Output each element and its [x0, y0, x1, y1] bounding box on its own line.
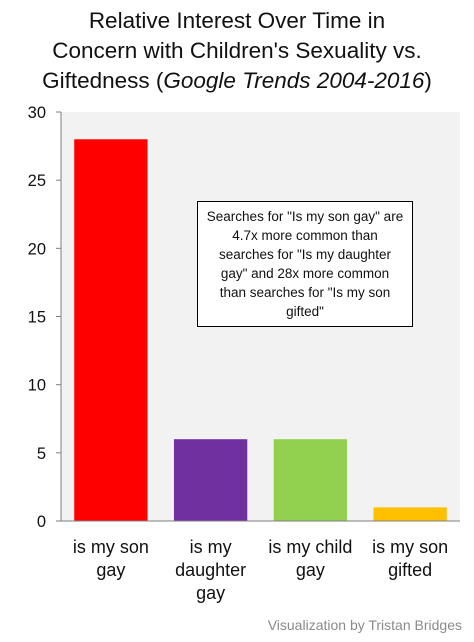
- y-tick-label: 30: [28, 104, 46, 122]
- y-tick-label: 5: [37, 445, 46, 463]
- y-tick-label: 20: [28, 240, 46, 258]
- chart-title-suffix: ): [424, 68, 432, 93]
- annotation-text: Searches for "Is my son gay" are 4.7x mo…: [206, 209, 404, 319]
- x-tick-label: is my child gay: [268, 537, 352, 580]
- y-tick-label: 0: [37, 513, 46, 531]
- credit-text: Visualization by Tristan Bridges: [267, 617, 462, 633]
- annotation-box: Searches for "Is my son gay" are 4.7x mo…: [197, 201, 413, 327]
- bar: [373, 507, 447, 521]
- x-tick-label: is my daughter gay: [175, 537, 246, 603]
- bar: [273, 439, 348, 521]
- y-tick-label: 25: [28, 172, 46, 190]
- x-tick-label: is my son gifted: [372, 537, 448, 580]
- y-tick-label: 15: [28, 309, 46, 327]
- y-tick-label: 10: [28, 377, 46, 395]
- chart-title-prefix: Giftedness (: [42, 68, 164, 93]
- chart-title-line-2: Concern with Children's Sexuality vs.: [52, 38, 422, 63]
- bar: [173, 439, 248, 521]
- chart-title-line-1: Relative Interest Over Time in: [88, 8, 386, 33]
- bar: [74, 139, 148, 521]
- chart-title-line-3: Giftedness (Google Trends 2004-2016): [0, 66, 474, 96]
- chart-title: Relative Interest Over Time in Concern w…: [0, 6, 474, 96]
- chart-title-source: Google Trends 2004-2016: [163, 68, 425, 93]
- x-tick-label: is my son gay: [73, 537, 149, 580]
